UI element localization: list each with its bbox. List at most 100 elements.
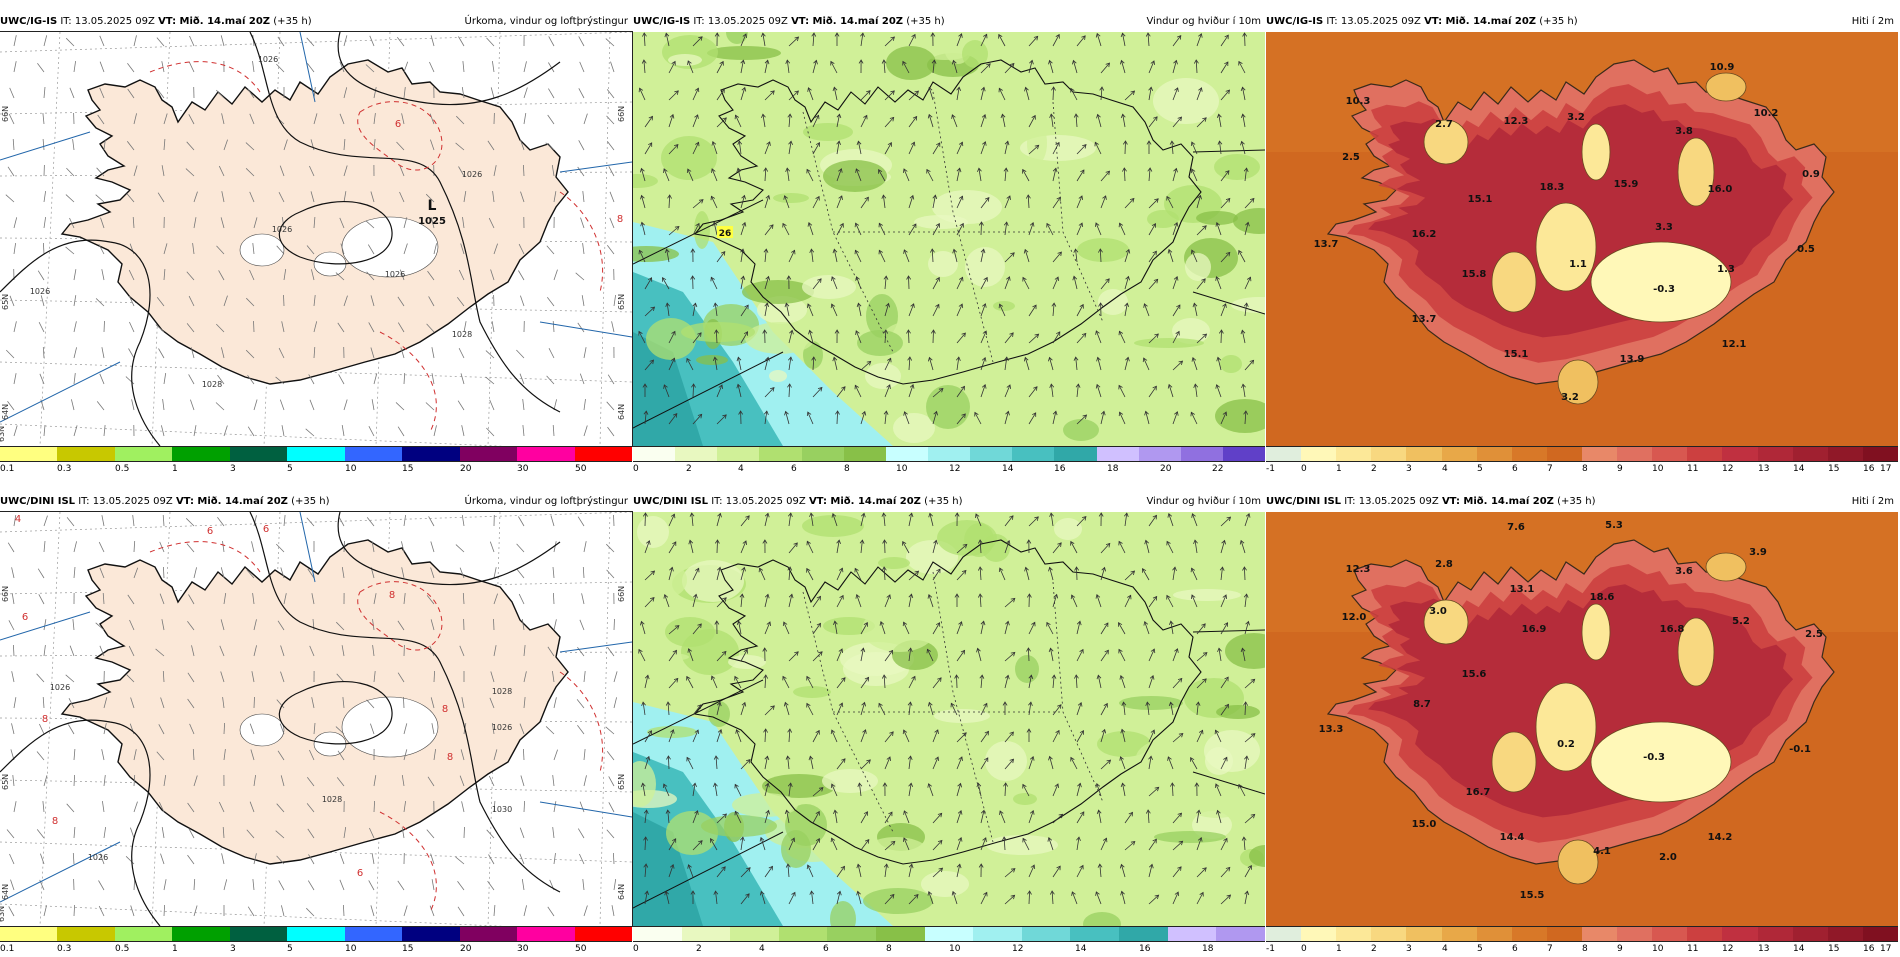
- colorbar-tick-label: 0.5: [115, 463, 129, 475]
- latitude-label: 63N: [0, 426, 6, 442]
- wind-arrow: [1245, 33, 1246, 46]
- colorbar-swatch: [575, 927, 632, 941]
- colorbar-swatch: [827, 927, 876, 941]
- map-canvas: [633, 512, 1265, 926]
- wind-field-patch: [661, 136, 717, 180]
- colorbar-swatch: [115, 927, 172, 941]
- colorbar-swatch: [1547, 447, 1582, 461]
- temperature-value: 2.8: [1435, 559, 1453, 570]
- colorbar-swatch: [1371, 447, 1406, 461]
- colorbar-swatch: [1012, 447, 1054, 461]
- cold-highland: [1536, 683, 1596, 771]
- colorbar-tick-label: 8: [1582, 943, 1588, 955]
- colorbar-tick-label: 5: [1477, 463, 1483, 475]
- panel-header: UWC/IG-IS IT: 13.05.2025 09Z VT: Mið. 14…: [1266, 12, 1898, 32]
- cold-highland: [1558, 840, 1598, 884]
- isobar-label: 1026: [385, 270, 405, 279]
- colorbar-tick-label: 16: [1139, 943, 1150, 955]
- temperature-value: 16.0: [1708, 184, 1733, 195]
- temperature-value: 12.3: [1346, 564, 1371, 575]
- colorbar-tick-label: 11: [1687, 943, 1698, 955]
- cold-highland: [1582, 604, 1610, 660]
- colorbar-tick-label: 14: [1793, 943, 1804, 955]
- model-name: UWC/IG-IS: [1266, 16, 1323, 27]
- map-panel-wind-1: UWC/IG-IS IT: 13.05.2025 09Z VT: Mið. 14…: [633, 12, 1265, 477]
- colorbar-swatch: [575, 447, 632, 461]
- colorbar-tick-label: 1: [172, 463, 178, 475]
- colorbar-swatch: [844, 447, 886, 461]
- temperature-value: 10.9: [1710, 62, 1735, 73]
- wind-field-patch: [668, 54, 702, 66]
- isobar-label: 1026: [462, 170, 482, 179]
- colorbar-tick-label: 4: [759, 943, 765, 955]
- valid-time: VT: Mið. 14.maí 20Z: [176, 496, 288, 507]
- wind-field-patch: [696, 355, 728, 365]
- colorbar-swatch: [1442, 927, 1477, 941]
- colorbar: [0, 926, 632, 942]
- colorbar-tick-label: 30: [517, 463, 528, 475]
- colorbar-tick-label: 3: [1406, 943, 1412, 955]
- colorbar-swatch: [779, 927, 828, 941]
- latitude-label: 64N: [617, 884, 626, 900]
- colorbar-swatch: [730, 927, 779, 941]
- model-name: UWC/DINI ISL: [633, 496, 708, 507]
- colorbar-tick-label: 3: [1406, 463, 1412, 475]
- colorbar-tick-label: 0: [1301, 463, 1307, 475]
- colorbar-swatch: [230, 927, 287, 941]
- colorbar-swatch: [1687, 447, 1722, 461]
- glacier-vatnajokull: [342, 697, 438, 757]
- temp-contour-label: 6: [395, 119, 401, 130]
- colorbar-tick-label: 4: [1442, 943, 1448, 955]
- wind-field-patch: [1239, 555, 1261, 571]
- colorbar-tick-label: 12: [1012, 943, 1023, 955]
- colorbar-swatch: [1371, 927, 1406, 941]
- colorbar-swatch: [1512, 927, 1547, 941]
- temp-contour-label: 4: [15, 514, 21, 525]
- lead-time: (+35 h): [291, 496, 329, 507]
- wind-field-patch: [1106, 318, 1158, 332]
- map-area: [633, 512, 1265, 926]
- colorbar-swatch: [517, 927, 574, 941]
- latitude-label: 66N: [617, 586, 626, 602]
- temperature-value: 5.3: [1605, 520, 1623, 531]
- colorbar: [633, 926, 1265, 942]
- cold-highland: [1706, 553, 1746, 581]
- colorbar-tick-label: 18: [1107, 463, 1118, 475]
- colorbar-tick-label: 2: [1371, 463, 1377, 475]
- colorbar-tick-label: 20: [460, 463, 471, 475]
- temperature-value: 15.5: [1520, 890, 1545, 901]
- map-canvas: 26: [633, 32, 1265, 446]
- wind-field-patch: [886, 46, 936, 80]
- colorbar-swatch: [1863, 927, 1898, 941]
- panel-header: UWC/DINI ISL IT: 13.05.2025 09Z VT: Mið.…: [1266, 492, 1898, 512]
- temperature-value: 4.1: [1593, 846, 1611, 857]
- colorbar-swatch: [287, 927, 344, 941]
- wind-field-patch: [1077, 238, 1129, 262]
- map-panel-temp-2: UWC/DINI ISL IT: 13.05.2025 09Z VT: Mið.…: [1266, 492, 1898, 957]
- colorbar-swatch: [1406, 447, 1441, 461]
- latitude-label: 66N: [1, 106, 10, 122]
- colorbar-tick-label: 13: [1758, 943, 1769, 955]
- wind-barb: [494, 619, 495, 630]
- colorbar: [0, 446, 632, 462]
- latitude-label: 65N: [1, 294, 10, 310]
- wind-field-patch: [802, 515, 864, 537]
- colorbar-tick-label: 13: [1758, 463, 1769, 475]
- wind-barb: [254, 697, 255, 708]
- colorbar-swatch: [1054, 447, 1096, 461]
- colorbar-tick-label: 8: [844, 463, 850, 475]
- colorbar-swatch: [1097, 447, 1139, 461]
- temperature-value: 16.8: [1660, 624, 1685, 635]
- colorbar-swatch: [1477, 927, 1512, 941]
- colorbar-tick-label: 10: [1652, 943, 1663, 955]
- colorbar-swatch: [1406, 927, 1441, 941]
- colorbar-tick-label: 16: [1863, 463, 1874, 475]
- cold-highland: [1706, 73, 1746, 101]
- panel-title: Vindur og hviður í 10m: [1146, 12, 1261, 32]
- colorbar-swatch: [1687, 927, 1722, 941]
- colorbar-swatch: [802, 447, 844, 461]
- temperature-value: 16.7: [1466, 787, 1491, 798]
- wind-barb: [284, 295, 285, 306]
